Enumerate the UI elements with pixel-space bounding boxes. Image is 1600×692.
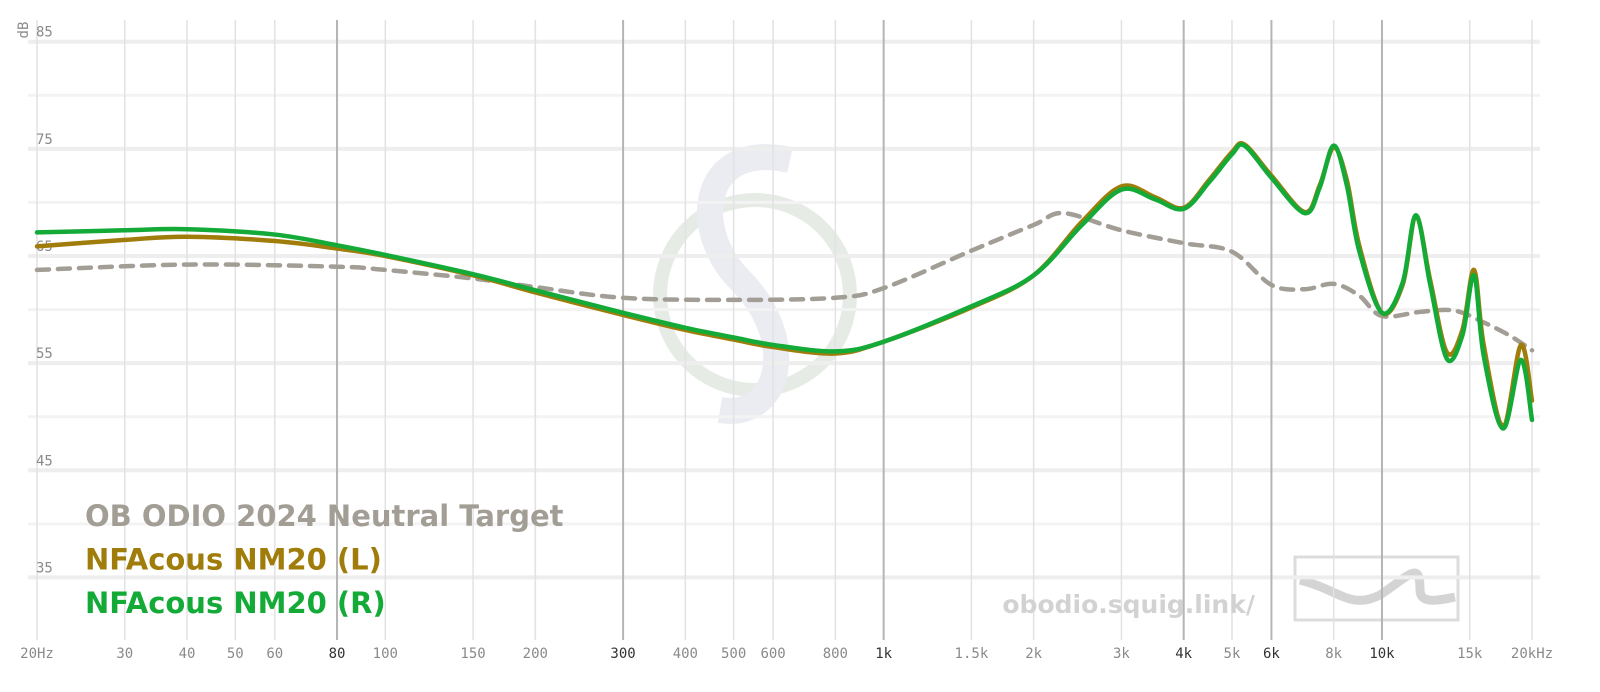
y-tick-label: 75 (36, 132, 53, 148)
x-tick-label: 30 (116, 646, 133, 662)
legend-entry: NFAcous NM20 (R) (85, 586, 386, 620)
y-tick-label: 45 (36, 453, 53, 469)
x-tick-label: 10k (1369, 646, 1395, 662)
x-tick-label: 400 (673, 646, 698, 662)
watermark-text: obodio.squig.link/ (1002, 590, 1255, 619)
fr-line (34, 142, 1535, 431)
target-line (34, 210, 1535, 353)
x-tick-label: 8k (1325, 646, 1342, 662)
x-tick-label: 80 (329, 646, 346, 662)
y-tick-label: 35 (36, 560, 53, 576)
x-tick-label: 4k (1175, 646, 1192, 662)
lines (34, 141, 1535, 431)
legend-entry: OB ODIO 2024 Neutral Target (85, 499, 564, 533)
x-tick-label: 100 (373, 646, 398, 662)
x-tick-label: 40 (179, 646, 196, 662)
x-tick-label: 1.5k (955, 646, 989, 662)
x-tick-label: 300 (610, 646, 635, 662)
y-tick-label: 85 (36, 25, 53, 41)
x-tick-label: 1k (875, 646, 892, 662)
x-tick-label: 200 (523, 646, 548, 662)
legend-entry: NFAcous NM20 (L) (85, 543, 382, 577)
x-tick-label: 20Hz (20, 646, 54, 662)
x-tick-label: 800 (823, 646, 848, 662)
logo-box (1293, 555, 1460, 622)
legend: OB ODIO 2024 Neutral Target NFAcous NM20 … (85, 499, 564, 620)
logo-watermark (653, 144, 857, 424)
y-axis-label: dB (16, 22, 32, 39)
x-tick-label: 6k (1263, 646, 1280, 662)
y-tick-label: 55 (36, 346, 53, 362)
x-tick-label: 15k (1457, 646, 1483, 662)
x-tick-label: 500 (721, 646, 746, 662)
x-tick-label: 20kHz (1511, 646, 1553, 662)
x-tick-label: 60 (266, 646, 283, 662)
x-tick-label: 5k (1224, 646, 1241, 662)
grid (28, 20, 1540, 640)
x-tick-label: 3k (1113, 646, 1130, 662)
x-tick-label: 150 (460, 646, 485, 662)
x-tick-label: 600 (760, 646, 785, 662)
x-tick-label: 50 (227, 646, 244, 662)
x-tick-label: 2k (1025, 646, 1042, 662)
